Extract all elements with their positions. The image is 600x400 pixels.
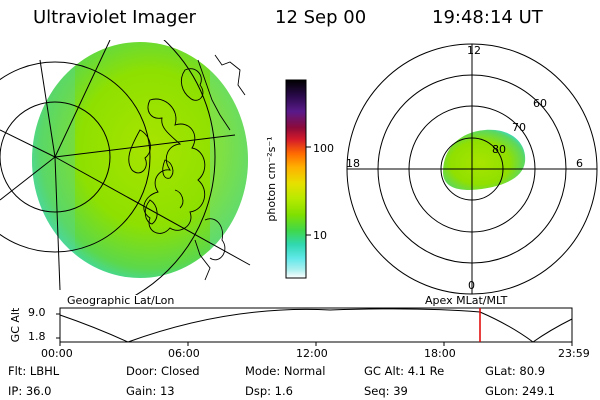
polar-mlt-plot [346,43,598,295]
altitude-xtick-0000: 00:00 [41,347,73,360]
polar-label-12: 12 [467,44,481,57]
polar-label-6: 6 [576,157,583,170]
altitude-xtick-1200: 12:00 [296,347,328,360]
polar-lat-label-70: 70 [512,121,526,134]
left-panel-label: Geographic Lat/Lon [67,294,175,307]
polar-label-18: 18 [346,157,360,170]
altitude-xtick-2359: 23:59 [558,347,590,360]
auroral-oval [443,129,526,190]
color-bar-gradient [285,79,307,279]
time-label: 19:48:14 UT [432,7,543,28]
meta-gain: Gain: 13 [126,384,175,398]
lat-lon-grid [0,40,251,295]
altitude-ytick-1_8: 1.8 [28,330,46,343]
color-bar-tick-label-100: 100 [313,142,334,155]
meta-dsp: Dsp: 1.6 [245,384,293,398]
polar-grid [346,43,598,295]
right-panel-label: Apex MLat/MLT [425,294,508,307]
meta-filter: Flt: LBHL [8,364,60,378]
meta-gc-alt: GC Alt: 4.1 Re [364,364,445,378]
altitude-curve [59,308,573,343]
meta-seq: Seq: 39 [364,384,408,398]
polar-lat-label-80: 80 [492,143,506,156]
meta-glon: GLon: 249.1 [485,384,555,398]
meta-ip: IP: 36.0 [8,384,52,398]
polar-label-0: 0 [468,279,475,292]
geographic-image [0,40,251,295]
polar-lat-label-60: 60 [533,97,547,110]
coastline [128,54,246,281]
color-bar-label: photon cm⁻²s⁻¹ [265,136,278,221]
altitude-plot: GC Alt [9,307,573,346]
meta-mode: Mode: Normal [245,364,326,378]
meta-glat: GLat: 80.9 [485,364,546,378]
altitude-xtick-1800: 18:00 [424,347,456,360]
date-label: 12 Sep 00 [275,7,367,28]
altitude-ylabel: GC Alt [9,307,22,342]
altitude-ytick-9: 9.0 [28,306,46,319]
color-bar: photon cm⁻²s⁻¹ [265,79,311,279]
meta-door: Door: Closed [126,364,200,378]
auroral-image-disk [32,42,248,278]
instrument-title: Ultraviolet Imager [33,7,196,28]
altitude-plot-frame [59,307,573,343]
altitude-xtick-0600: 06:00 [168,347,200,360]
color-bar-tick-label-10: 10 [313,229,327,242]
